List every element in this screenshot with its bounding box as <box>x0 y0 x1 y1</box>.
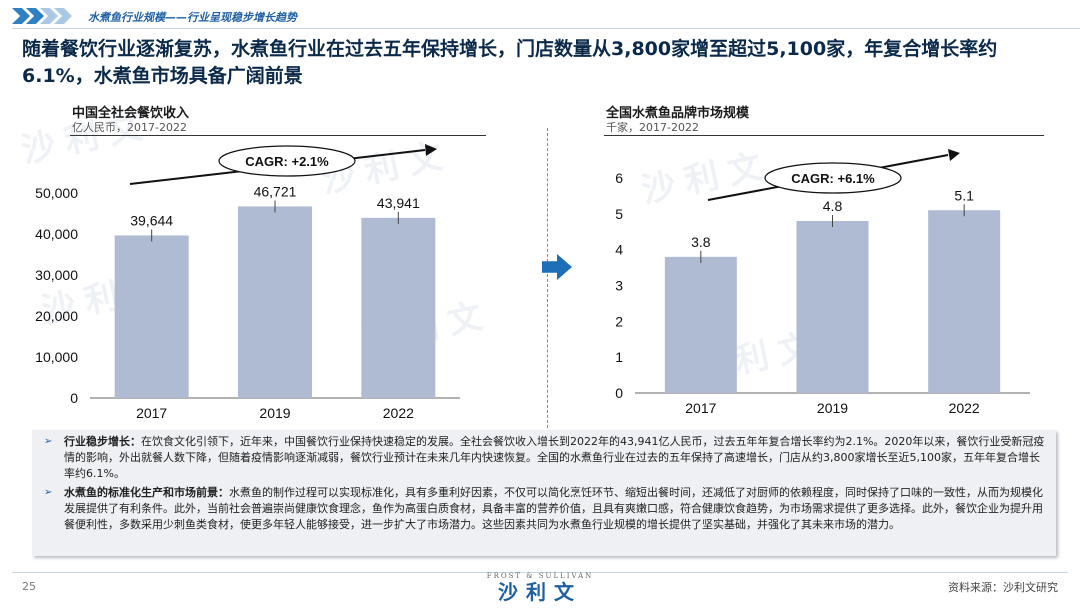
right-y-tick-label: 1 <box>615 349 623 365</box>
left-chart-title-rule <box>70 135 486 136</box>
left-x-tick-label: 2019 <box>259 405 290 421</box>
right-y-tick-label: 2 <box>615 313 623 329</box>
bullet-arrow-icon: ➢ <box>44 487 53 498</box>
right-y-tick-label: 6 <box>615 170 623 186</box>
left-cagr-annotation: CAGR: +2.1% <box>129 144 437 185</box>
right-cagr-annotation: CAGR: +6.1% <box>707 149 960 201</box>
right-data-label: 3.8 <box>691 234 711 250</box>
note-item: ➢ 行业稳步增长：在饮食文化引领下，近年来，中国餐饮行业保持快速稳定的发展。全社… <box>40 434 1050 482</box>
right-data-label: 4.8 <box>823 198 843 214</box>
note-text: 水煮鱼的制作过程可以实现标准化，具有多重利好因素，不仅可以简化烹饪环节、缩短出餐… <box>64 486 1043 531</box>
source-note: 资料来源：沙利文研究 <box>948 581 1058 594</box>
note-text: 在饮食文化引领下，近年来，中国餐饮行业保持快速稳定的发展。全社会餐饮收入增长到2… <box>64 435 1045 480</box>
right-y-tick-label: 3 <box>615 278 623 294</box>
left-chart-subtitle: 亿人民币，2017-2022 <box>72 121 187 134</box>
right-chart-title-rule <box>604 135 1044 136</box>
page-number: 25 <box>22 580 36 593</box>
right-data-label: 5.1 <box>954 187 974 203</box>
right-cagr-label: CAGR: +6.1% <box>791 171 875 186</box>
right-cagr-arrowhead <box>948 149 960 161</box>
left-y-tick-label: 10,000 <box>35 349 78 365</box>
right-bar <box>664 256 737 393</box>
notes-box: ➢ 行业稳步增长：在饮食文化引领下，近年来，中国餐饮行业保持快速稳定的发展。全社… <box>32 430 1056 556</box>
left-y-tick-label: 20,000 <box>35 308 78 324</box>
right-bar <box>796 221 869 393</box>
left-bar <box>114 235 189 398</box>
right-chart-title: 全国水煮鱼品牌市场规模 <box>606 106 750 121</box>
right-y-tick-label: 5 <box>615 206 623 222</box>
left-x-tick-label: 2022 <box>383 405 414 421</box>
footer-divider <box>12 572 1068 573</box>
company-logo: FROST & SULLIVAN 沙利文 <box>470 572 610 604</box>
right-bar-chart: 0 1 2 3 4 5 6 3.8 2017 4.8 2019 5.1 2022 CAGR: +6.1% <box>615 149 1030 416</box>
left-y-tick-label: 40,000 <box>35 226 78 242</box>
right-bar <box>928 210 1001 393</box>
right-x-tick-label: 2019 <box>817 400 848 416</box>
bullet-arrow-icon: ➢ <box>44 436 53 447</box>
header-divider <box>12 28 1080 29</box>
right-y-tick-label: 0 <box>615 385 623 401</box>
left-data-label: 46,721 <box>254 183 297 199</box>
right-cagr-ellipse <box>764 162 902 194</box>
left-cagr-label: CAGR: +2.1% <box>245 154 329 169</box>
header-chevron-icon <box>12 8 82 24</box>
note-item: ➢ 水煮鱼的标准化生产和市场前景：水煮鱼的制作过程可以实现标准化，具有多重利好因… <box>40 485 1050 533</box>
left-bar <box>361 217 436 398</box>
right-y-tick-label: 4 <box>615 242 623 258</box>
left-chart-title: 中国全社会餐饮收入 <box>72 106 190 121</box>
page-headline: 随着餐饮行业逐渐复苏，水煮鱼行业在过去五年保持增长，门店数量从3,800家增至超… <box>22 38 998 87</box>
left-cagr-ellipse <box>218 145 356 177</box>
right-x-tick-label: 2017 <box>685 400 716 416</box>
right-chart-subtitle: 千家，2017-2022 <box>606 121 699 134</box>
left-bar <box>238 206 312 398</box>
left-data-label: 39,644 <box>130 212 173 228</box>
logo-chinese-name: 沙利文 <box>498 580 582 604</box>
right-x-tick-label: 2022 <box>949 400 980 416</box>
note-lead: 行业稳步增长： <box>64 435 141 448</box>
left-bar-chart: 0 10,000 20,000 30,000 40,000 50,000 39,644 201… <box>35 144 460 421</box>
note-lead: 水煮鱼的标准化生产和市场前景： <box>64 486 229 499</box>
left-data-label: 43,941 <box>377 195 420 211</box>
section-title: 水煮鱼行业规模——行业呈现稳步增长趋势 <box>88 11 297 24</box>
panel-divider <box>547 128 548 428</box>
logo-wordmark: FROST & SULLIVAN <box>486 572 594 580</box>
left-y-tick-label: 50,000 <box>35 185 78 201</box>
left-y-tick-label: 0 <box>70 390 78 406</box>
left-x-tick-label: 2017 <box>136 405 167 421</box>
left-cagr-arrowhead <box>425 144 437 156</box>
left-y-tick-label: 30,000 <box>35 267 78 283</box>
